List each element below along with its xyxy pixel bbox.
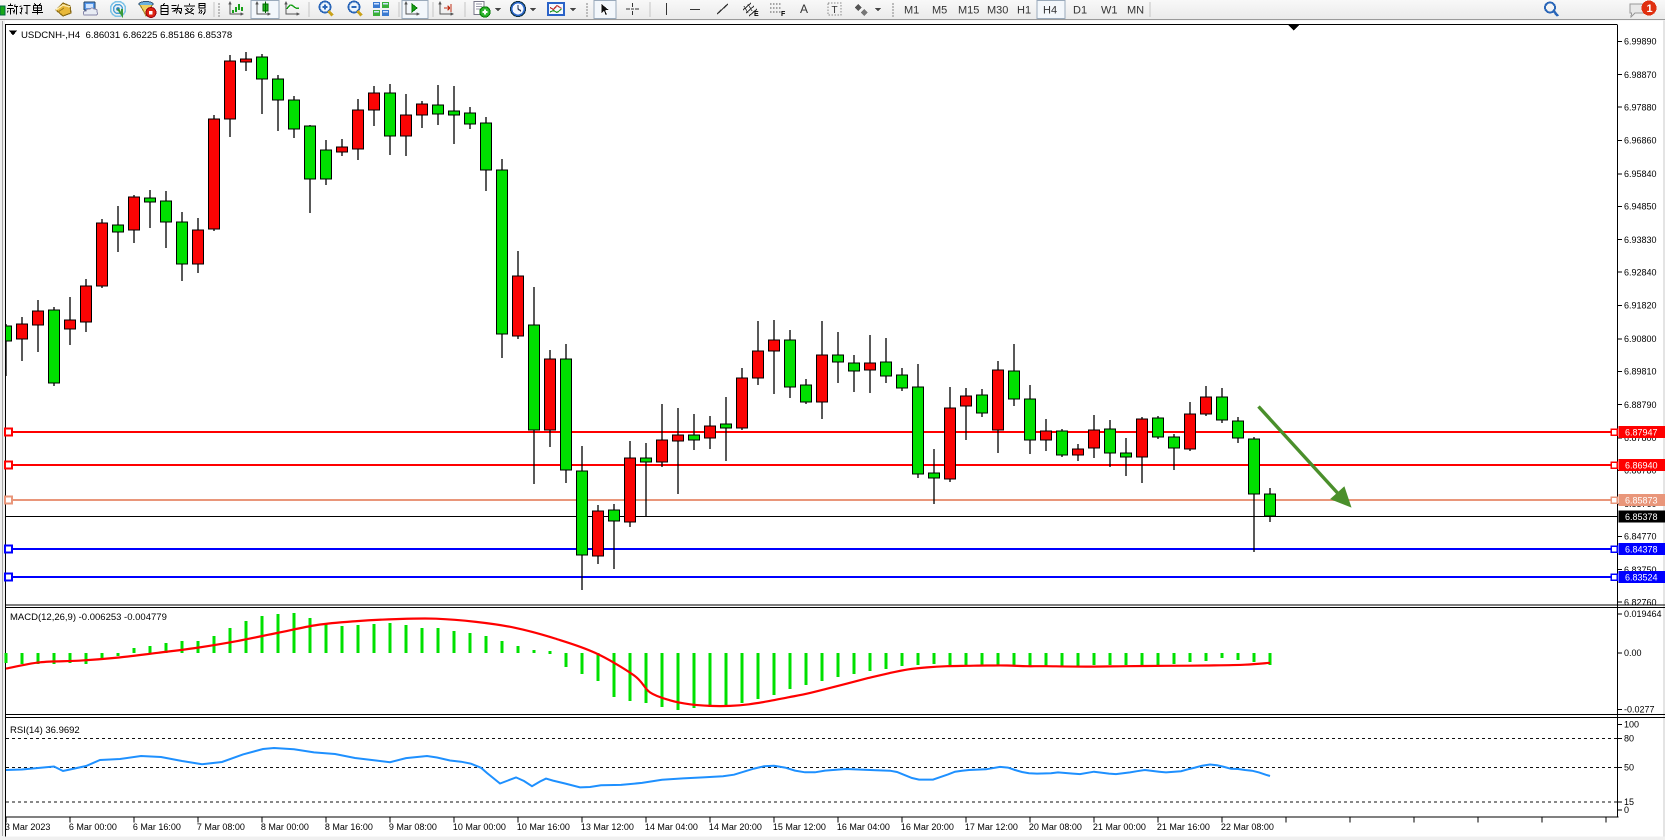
svg-text:6.84770: 6.84770 [1624,532,1657,542]
svg-text:6.86940: 6.86940 [1625,461,1658,471]
svg-text:H4: H4 [1043,5,1057,17]
svg-text:15: 15 [1624,797,1634,807]
svg-text:0.019464: 0.019464 [1624,609,1662,619]
svg-text:RSI(14) 36.9692: RSI(14) 36.9692 [10,725,80,736]
svg-text:13 Mar 12:00: 13 Mar 12:00 [581,822,634,832]
svg-text:6.83524: 6.83524 [1625,573,1658,583]
svg-text:6.97880: 6.97880 [1624,102,1657,112]
svg-text:16 Mar 20:00: 16 Mar 20:00 [901,822,954,832]
svg-text:8 Mar 00:00: 8 Mar 00:00 [261,822,309,832]
svg-text:22 Mar 08:00: 22 Mar 08:00 [1221,822,1274,832]
svg-text:6.92840: 6.92840 [1624,267,1657,277]
svg-text:T: T [832,5,838,16]
svg-text:M5: M5 [932,5,947,17]
svg-text:E: E [754,11,759,18]
svg-text:6.89810: 6.89810 [1624,367,1657,377]
svg-text:6.94850: 6.94850 [1624,202,1657,212]
svg-text:6.85873: 6.85873 [1625,496,1658,506]
svg-text:6.87947: 6.87947 [1625,428,1658,438]
svg-text:21 Mar 00:00: 21 Mar 00:00 [1093,822,1146,832]
svg-text:USDCNH-,H4 6.86031 6.86225 6.: USDCNH-,H4 6.86031 6.86225 6.85186 6.853… [21,30,232,41]
svg-text:0.00: 0.00 [1624,648,1642,658]
svg-text:7 Mar 08:00: 7 Mar 08:00 [197,822,245,832]
svg-text:17 Mar 12:00: 17 Mar 12:00 [965,822,1018,832]
svg-text:21 Mar 16:00: 21 Mar 16:00 [1157,822,1210,832]
svg-text:14 Mar 04:00: 14 Mar 04:00 [645,822,698,832]
svg-text:3 Mar 2023: 3 Mar 2023 [5,822,51,832]
svg-text:6.96860: 6.96860 [1624,136,1657,146]
svg-text:6.99890: 6.99890 [1624,37,1657,47]
svg-text:16 Mar 04:00: 16 Mar 04:00 [837,822,890,832]
svg-text:A: A [800,2,808,16]
svg-text:6.93830: 6.93830 [1624,235,1657,245]
svg-text:M30: M30 [987,5,1008,17]
svg-text:H1: H1 [1017,5,1031,17]
svg-text:F: F [781,11,786,18]
svg-text:6.91820: 6.91820 [1624,301,1657,311]
svg-text:D1: D1 [1073,5,1087,17]
svg-text:6 Mar 16:00: 6 Mar 16:00 [133,822,181,832]
svg-text:10 Mar 16:00: 10 Mar 16:00 [517,822,570,832]
svg-text:6.98870: 6.98870 [1624,70,1657,80]
svg-text:6.88790: 6.88790 [1624,400,1657,410]
svg-text:-0.0277: -0.0277 [1624,705,1655,715]
svg-text:MN: MN [1127,5,1144,17]
svg-text:6.95840: 6.95840 [1624,169,1657,179]
svg-text:M15: M15 [958,5,979,17]
svg-text:100: 100 [1624,720,1639,730]
svg-text:6 Mar 00:00: 6 Mar 00:00 [69,822,117,832]
svg-text:0: 0 [1624,805,1629,815]
svg-text:50: 50 [1624,763,1634,773]
svg-text:14 Mar 20:00: 14 Mar 20:00 [709,822,762,832]
svg-text:W1: W1 [1101,5,1118,17]
svg-text:6.85378: 6.85378 [1625,512,1658,522]
svg-text:8 Mar 16:00: 8 Mar 16:00 [325,822,373,832]
svg-text:20 Mar 08:00: 20 Mar 08:00 [1029,822,1082,832]
svg-text:10 Mar 00:00: 10 Mar 00:00 [453,822,506,832]
svg-text:80: 80 [1624,734,1634,744]
svg-text:6.84378: 6.84378 [1625,545,1658,555]
svg-text:MACD(12,26,9) -0.006253 -0.004: MACD(12,26,9) -0.006253 -0.004779 [10,612,167,623]
svg-text:15 Mar 12:00: 15 Mar 12:00 [773,822,826,832]
svg-text:1: 1 [1647,3,1653,15]
svg-text:6.82760: 6.82760 [1624,597,1657,607]
svg-text:6.90800: 6.90800 [1624,334,1657,344]
svg-text:M1: M1 [904,5,919,17]
svg-text:9 Mar 08:00: 9 Mar 08:00 [389,822,437,832]
svg-text:6.83750: 6.83750 [1624,565,1657,575]
